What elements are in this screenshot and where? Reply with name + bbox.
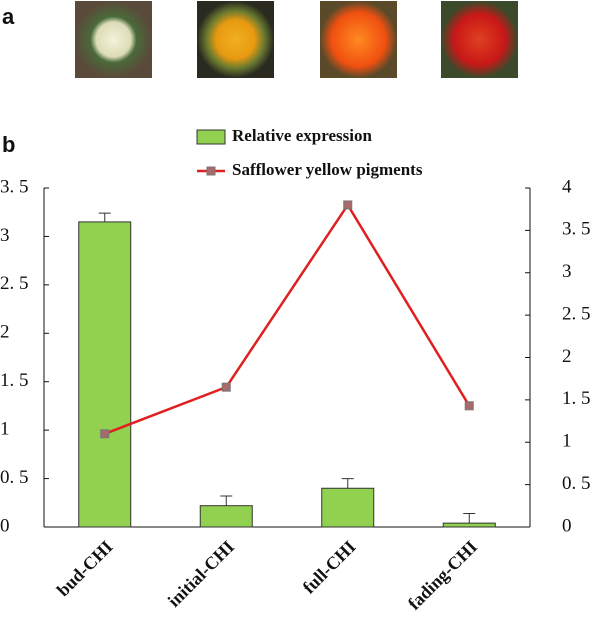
error-bar (341, 478, 354, 489)
legend-label: Relative expression (232, 126, 372, 145)
legend-label: Safflower yellow pigments (232, 160, 423, 179)
y2-tick-label: 1. 5 (562, 388, 591, 409)
y-tick-label: 2. 5 (0, 273, 29, 294)
line-marker (100, 429, 110, 439)
y2-tick-label: 1 (562, 431, 572, 452)
y2-tick-label: 3. 5 (562, 219, 591, 240)
panel-label: a (2, 4, 15, 29)
error-bar (220, 495, 233, 506)
legend-swatch (196, 129, 226, 145)
line-marker (464, 401, 474, 411)
bar (442, 522, 496, 528)
x-tick-label: full-CHI (299, 537, 360, 598)
y2-tick-label: 2. 5 (562, 303, 591, 324)
y-tick-label: 3. 5 (0, 176, 29, 197)
y2-tick-label: 2 (562, 346, 572, 367)
x-tick-label: initial-CHI (164, 537, 238, 611)
bar (321, 487, 375, 528)
y-tick-label: 0. 5 (0, 467, 29, 488)
x-tick-label: bud-CHI (53, 537, 117, 601)
bar (199, 505, 253, 528)
x-tick-label: fading-CHI (404, 537, 481, 614)
flower-photo (320, 1, 397, 78)
bar (78, 221, 132, 528)
y-tick-label: 2 (0, 322, 10, 343)
y-tick-label: 0 (0, 515, 10, 536)
line-marker (343, 200, 353, 210)
y2-tick-label: 4 (562, 176, 572, 197)
flower-photo (75, 1, 152, 78)
flower-photo (197, 1, 274, 78)
panel-label: b (2, 132, 15, 157)
y2-tick-label: 0. 5 (562, 473, 591, 494)
legend-marker (206, 166, 216, 176)
line-marker (221, 382, 231, 392)
y2-tick-label: 0 (562, 515, 572, 536)
flower-photo (441, 1, 518, 78)
y-tick-label: 1 (0, 419, 10, 440)
line (104, 202, 471, 435)
y-tick-label: 1. 5 (0, 370, 29, 391)
error-bar (463, 512, 476, 524)
y-tick-label: 3 (0, 225, 10, 246)
y2-tick-label: 3 (562, 261, 572, 282)
error-bar (98, 212, 111, 222)
